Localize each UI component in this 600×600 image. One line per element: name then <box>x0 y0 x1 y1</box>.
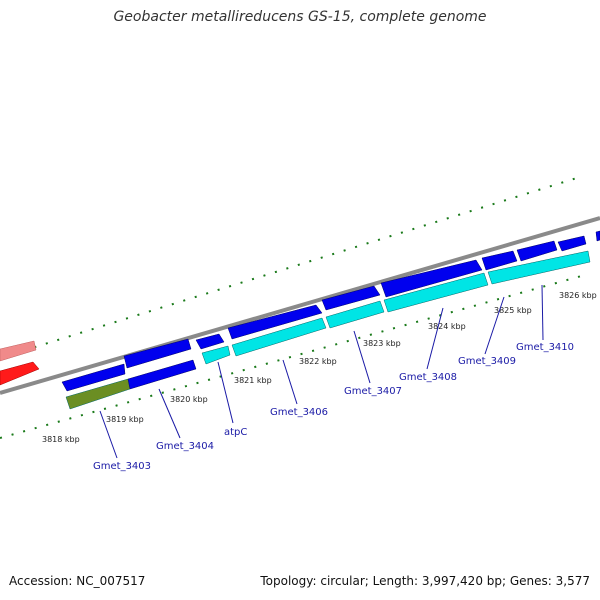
scale-tick-labels: 3818 kbp 3819 kbp 3820 kbp 3821 kbp 3822… <box>42 291 597 444</box>
gene-label[interactable]: Gmet_3407 <box>344 386 402 397</box>
gene-arrow[interactable] <box>487 250 591 285</box>
gene-arrow[interactable] <box>231 317 327 357</box>
scale-tick-label: 3822 kbp <box>299 357 337 366</box>
scale-tick-label: 3821 kbp <box>234 376 272 385</box>
scale-tick-label: 3819 kbp <box>106 415 144 424</box>
map-title: Geobacter metallireducens GS-15, complet… <box>113 9 487 25</box>
gene-label[interactable]: Gmet_3406 <box>270 407 328 418</box>
gene-arrow[interactable] <box>516 240 558 262</box>
pink-feature[interactable] <box>0 340 37 362</box>
gene-arrow[interactable] <box>380 259 483 298</box>
scale-tick-label: 3823 kbp <box>363 339 401 348</box>
genome-backbone <box>0 216 600 395</box>
gene-arrow[interactable] <box>195 333 225 350</box>
gene-arrow[interactable] <box>201 345 231 365</box>
scale-tick-label: 3818 kbp <box>42 435 80 444</box>
gene-label[interactable]: Gmet_3410 <box>516 342 574 353</box>
gene-arrow[interactable] <box>325 300 385 329</box>
gene-label[interactable]: atpC <box>224 427 247 438</box>
highlight-features <box>0 340 40 386</box>
gene-label-leaders <box>99 284 544 459</box>
reverse-genes <box>65 250 591 410</box>
gene-arrow[interactable] <box>481 250 518 271</box>
gene-label[interactable]: Gmet_3404 <box>156 441 214 452</box>
accession-text: Accession: NC_007517 <box>9 574 146 588</box>
forward-genes <box>61 230 600 392</box>
gene-arrow[interactable] <box>123 338 192 369</box>
gene-arrow[interactable] <box>127 359 197 390</box>
gene-label[interactable]: Gmet_3403 <box>93 461 151 472</box>
gene-arrow[interactable] <box>61 363 126 392</box>
genome-summary-text: Topology: circular; Length: 3,997,420 bp… <box>260 574 590 588</box>
gene-arrow[interactable] <box>557 235 587 252</box>
scale-tick-label: 3824 kbp <box>428 322 466 331</box>
gene-label[interactable]: Gmet_3408 <box>399 372 457 383</box>
gene-arrow[interactable] <box>383 272 489 313</box>
gene-arrow[interactable] <box>227 304 323 340</box>
red-feature[interactable] <box>0 361 40 386</box>
scale-tick-label: 3826 kbp <box>559 291 597 300</box>
scale-tick-label: 3820 kbp <box>170 395 208 404</box>
scale-tick-label: 3825 kbp <box>494 306 532 315</box>
gene-arrow[interactable] <box>321 285 381 311</box>
gene-label[interactable]: Gmet_3409 <box>458 356 516 367</box>
gene-labels: Gmet_3403 Gmet_3404 atpC Gmet_3406 Gmet_… <box>93 342 574 472</box>
gene-arrow[interactable] <box>595 230 600 242</box>
